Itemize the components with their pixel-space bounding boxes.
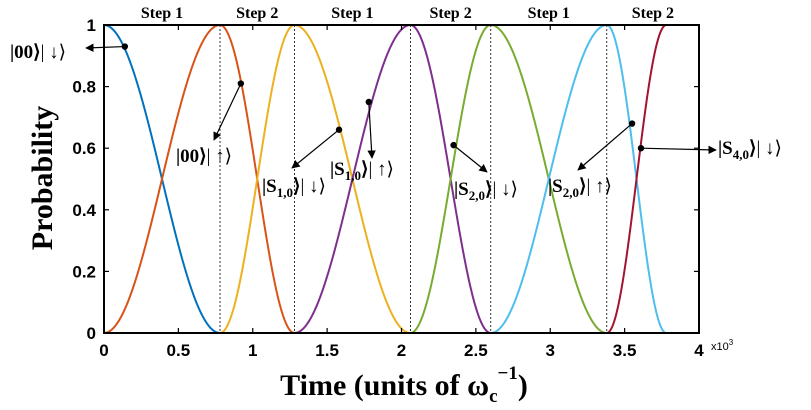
x-tick-label: 2 (397, 341, 406, 360)
annotation-ket: |00⟩ (176, 146, 207, 167)
annotation-spin: | ↑⟩ (586, 176, 611, 197)
y-tick-label: 0.4 (72, 201, 96, 220)
x-tick-label: 0 (99, 341, 108, 360)
annotation-label: |00⟩| ↑⟩ (176, 146, 232, 167)
annotation-spin: | ↓⟩ (300, 176, 325, 197)
ticks-layer: 0 0.5 1 1.5 2 2.5 3 3.5 4 0 0.2 0.4 0.6 0.8 1 (72, 16, 704, 360)
x-tick-label: 4 (694, 341, 704, 360)
annotation-ket-close: ⟩ (749, 138, 756, 159)
step-label: Step 2 (236, 5, 278, 22)
x-axis-label-sub: c (489, 386, 497, 407)
annotation-ket-sub: 1,0 (345, 168, 361, 183)
annotation-ket: |00⟩ (10, 42, 41, 63)
x-tick-label: 2.5 (464, 341, 488, 360)
x-axis-multiplier-exp: 3 (729, 338, 734, 347)
annotation-label: |00⟩| ↓⟩ (10, 42, 66, 63)
annotation-ket: |S (330, 159, 345, 180)
x-axis-multiplier-base: x10 (711, 341, 729, 353)
annotation-spin: | ↓⟩ (756, 138, 781, 159)
annotation-ket-close: ⟩ (485, 179, 492, 200)
step-label: Step 1 (331, 5, 373, 22)
annotation-spin: | ↓⟩ (41, 42, 66, 63)
annotation-spin: | ↑⟩ (207, 146, 232, 167)
annotation-ket-close: ⟩ (361, 159, 368, 180)
x-tick-label: 1.5 (315, 341, 339, 360)
annotation-ket: |S (548, 176, 563, 197)
annotation-arrow (367, 101, 376, 159)
annotation-label: |S2,0⟩| ↓⟩ (454, 179, 518, 203)
step-label: Step 2 (632, 5, 674, 22)
step-label: Step 2 (429, 5, 471, 22)
annotation-arrow (291, 129, 340, 169)
step-label: Step 1 (141, 5, 183, 22)
x-axis-multiplier: x103 (711, 338, 734, 353)
x-tick-label: 0.5 (167, 341, 191, 360)
annotation-layer: |00⟩| ↓⟩|00⟩| ↑⟩|S1,0⟩| ↓⟩|S1,0⟩| ↑⟩|S2,… (10, 42, 782, 203)
series-line (606, 24, 667, 334)
step-label: Step 1 (528, 5, 570, 22)
annotation-ket-sub: 2,0 (469, 188, 485, 203)
x-axis-label-close: ) (518, 369, 528, 402)
y-tick-label: 0.8 (72, 78, 96, 97)
annotation-label: |S2,0⟩| ↑⟩ (548, 176, 612, 200)
x-axis-label-sup: −1 (498, 363, 518, 384)
x-axis-label-main: Time (units of ω (280, 369, 489, 402)
annotation-spin: | ↑⟩ (368, 159, 393, 180)
y-tick-label: 1 (87, 16, 96, 35)
annotation-ket-close: ⟩ (579, 176, 586, 197)
annotation-ket: |S (454, 179, 469, 200)
y-tick-label: 0.6 (72, 139, 96, 158)
annotation-ket-close: ⟩ (293, 176, 300, 197)
x-tick-label: 3.5 (613, 341, 637, 360)
annotation-arrow (640, 145, 717, 155)
x-axis-label: Time (units of ωc−1) (280, 363, 528, 407)
y-axis-label: Probability (26, 106, 59, 250)
x-tick-label: 3 (546, 341, 555, 360)
annotation-ket: |S (718, 138, 733, 159)
x-tick-label: 1 (248, 341, 257, 360)
annotation-ket-sub: 2,0 (563, 185, 579, 200)
step-divider-layer: Step 1 Step 2 Step 1 Step 2 Step 1 Step 2 (141, 5, 674, 333)
annotation-arrow (213, 83, 242, 141)
annotation-spin: | ↓⟩ (492, 179, 517, 200)
y-tick-label: 0.2 (72, 262, 96, 281)
annotation-label: |S1,0⟩| ↓⟩ (262, 176, 326, 200)
annotation-label: |S4,0⟩| ↓⟩ (718, 138, 782, 162)
annotation-ket-sub: 1,0 (277, 185, 293, 200)
annotation-arrow (85, 43, 125, 52)
annotation-arrow (453, 144, 488, 173)
annotation-label: |S1,0⟩| ↑⟩ (330, 159, 394, 183)
y-tick-label: 0 (87, 324, 96, 343)
annotation-arrow (577, 123, 633, 171)
annotation-ket-sub: 4,0 (733, 147, 749, 162)
annotation-ket: |S (262, 176, 277, 197)
annotation-point (365, 98, 372, 106)
